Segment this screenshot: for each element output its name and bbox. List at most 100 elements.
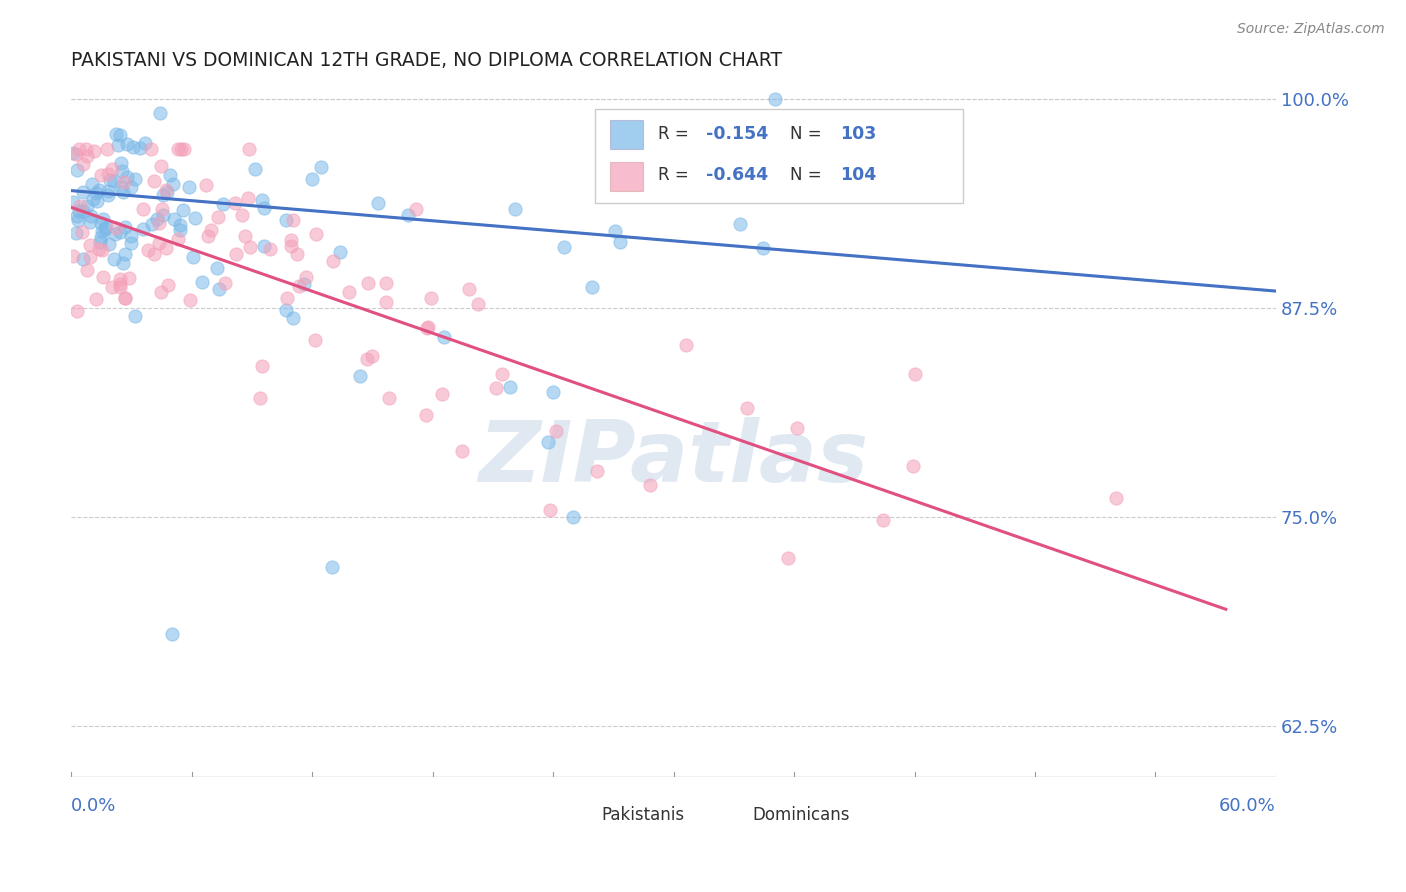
Point [172,202,194,217]
Point [143,174,166,188]
Point [177,180,200,194]
FancyBboxPatch shape [610,120,644,150]
Text: Dominicans: Dominicans [752,805,849,823]
Point [415,409,437,423]
Point [609,235,631,250]
Point [98,173,121,187]
Point [103,174,125,188]
Point [160,627,183,641]
Point [96,142,118,156]
Point [128,141,150,155]
Point [110,179,132,194]
Point [156,185,179,199]
Point [765,91,787,105]
Point [285,247,308,261]
Point [115,169,138,184]
Point [544,424,567,438]
Point [197,229,219,244]
Text: ZIPatlas: ZIPatlas [478,417,869,500]
Point [207,210,229,224]
Point [675,338,697,352]
Point [321,560,343,574]
Point [553,239,575,253]
Point [152,209,174,223]
Point [163,212,186,227]
Point [159,168,181,182]
Point [283,310,305,325]
Point [62,194,84,209]
Point [90,243,112,257]
Point [337,285,360,300]
Point [224,196,246,211]
Point [776,551,799,566]
Point [82,192,104,206]
Text: N =: N = [790,125,827,143]
Point [150,202,173,217]
Text: R =: R = [658,125,695,143]
Point [79,238,101,252]
Point [122,140,145,154]
Point [91,270,114,285]
FancyBboxPatch shape [595,110,963,202]
Point [76,262,98,277]
Point [86,186,108,201]
Point [79,209,101,223]
Point [603,142,626,156]
Point [194,178,217,192]
Point [329,245,352,260]
Point [83,145,105,159]
Point [76,199,98,213]
Point [86,194,108,208]
Point [901,458,924,473]
Point [94,222,117,236]
Point [356,352,378,367]
Point [233,228,256,243]
Point [276,291,298,305]
Point [491,367,513,381]
Point [111,164,134,178]
Text: Pakistanis: Pakistanis [602,805,685,823]
Point [90,215,112,229]
Point [120,228,142,243]
Point [292,277,315,291]
Point [396,208,419,222]
Point [150,285,173,299]
Point [103,252,125,266]
Point [141,217,163,231]
Point [62,146,84,161]
Point [253,239,276,253]
Point [238,142,260,156]
Point [169,222,191,236]
Point [208,282,231,296]
Point [105,221,128,235]
Point [904,367,927,381]
Point [191,275,214,289]
Point [114,291,136,305]
Point [538,503,561,517]
Point [211,196,233,211]
Point [110,280,132,294]
Point [120,235,142,250]
Point [67,142,90,156]
Text: 103: 103 [839,125,876,143]
Point [114,291,136,305]
Point [136,243,159,257]
Point [274,303,297,318]
Point [157,278,180,293]
Point [280,233,302,247]
Point [735,401,758,416]
Point [249,391,271,405]
Point [65,147,87,161]
Point [169,219,191,233]
Point [281,213,304,227]
Point [91,211,114,226]
Point [114,247,136,261]
Point [72,185,94,199]
Point [295,269,318,284]
Point [505,202,527,216]
Point [79,251,101,265]
Point [87,243,110,257]
Point [581,280,603,294]
Point [416,320,439,334]
Point [751,241,773,255]
